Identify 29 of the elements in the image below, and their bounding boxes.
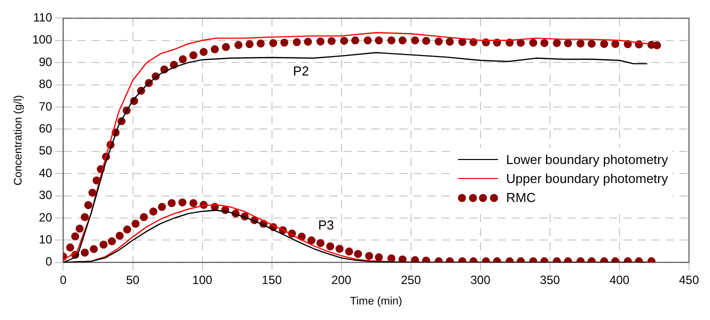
- x-axis-title: Time (min): [350, 295, 402, 308]
- x-tick-label: 300: [470, 272, 491, 287]
- y-tick-label: 80: [38, 77, 53, 92]
- y-tick-label: 40: [38, 166, 53, 180]
- x-tick-label: 0: [60, 272, 67, 287]
- x-tick-label: 150: [262, 272, 282, 287]
- x-tick-label: 350: [540, 272, 560, 287]
- legend-label: Lower boundary photometry: [506, 151, 668, 169]
- legend-label: RMC: [506, 189, 536, 207]
- y-tick-label: 60: [38, 122, 53, 136]
- y-tick-label: 50: [38, 144, 53, 158]
- y-tick-label: 30: [38, 188, 53, 202]
- y-tick-label: 110: [33, 10, 53, 25]
- x-tick-label: 100: [192, 272, 213, 287]
- annotation: P2: [293, 64, 309, 78]
- y-tick-label: 0: [46, 254, 53, 269]
- y-tick-label: 100: [32, 32, 53, 47]
- y-tick-label: 20: [38, 210, 53, 224]
- x-tick-label: 200: [331, 272, 352, 287]
- x-tick-label: 50: [126, 272, 140, 287]
- y-axis-title: Concentration (g/l): [12, 95, 25, 186]
- x-tick-label: 450: [678, 272, 700, 287]
- annotation: P3: [318, 217, 334, 232]
- y-tick-label: 10: [38, 232, 53, 247]
- x-tick-label: 250: [400, 272, 422, 287]
- y-tick-label: 90: [38, 54, 53, 69]
- x-tick-label: 400: [609, 272, 630, 287]
- y-tick-label: 70: [38, 99, 53, 114]
- legend-label: Upper boundary photometry: [506, 170, 668, 188]
